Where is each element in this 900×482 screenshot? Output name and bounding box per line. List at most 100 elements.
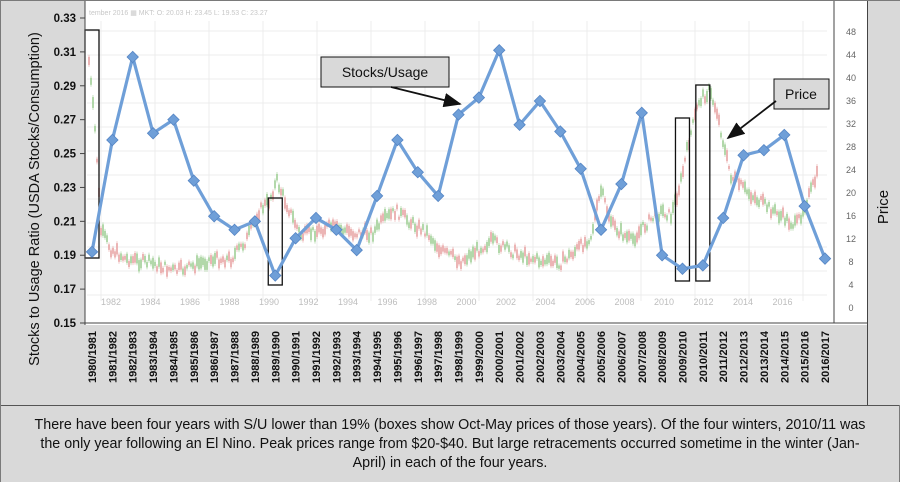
- x-tick-label: 2015/2016: [800, 331, 812, 383]
- price-tick-label: 4: [848, 280, 853, 290]
- price-candle: [558, 265, 560, 269]
- price-candle: [130, 256, 132, 264]
- price-x-tick-label: 2010: [654, 297, 674, 307]
- price-candle: [220, 258, 222, 264]
- price-candle: [152, 257, 154, 269]
- price-candle: [342, 228, 344, 235]
- price-candle: [160, 262, 162, 274]
- price-candle: [250, 220, 252, 229]
- price-candle: [796, 214, 798, 224]
- x-tick-label: 1980/1981: [87, 331, 99, 383]
- price-candle: [184, 266, 186, 276]
- price-candle: [798, 214, 800, 219]
- stocks-usage-point: [492, 43, 506, 57]
- price-candle: [104, 230, 106, 238]
- stocks-usage-point: [655, 248, 669, 262]
- price-candle: [266, 193, 268, 206]
- price-candle: [114, 251, 116, 258]
- price-candle: [560, 265, 562, 271]
- price-candle: [662, 204, 664, 217]
- price-candle: [584, 236, 586, 247]
- price-candle: [786, 213, 788, 222]
- y-tick-label: 0.15: [54, 318, 77, 330]
- price-candle: [410, 219, 412, 229]
- price-x-tick-label: 1982: [101, 297, 121, 307]
- stocks-usage-point: [85, 245, 99, 259]
- x-tick-label: 2007/2008: [637, 331, 649, 383]
- price-candle: [134, 252, 136, 263]
- price-candle: [320, 227, 322, 234]
- price-candle: [158, 257, 160, 267]
- price-candle: [458, 255, 460, 265]
- price-candle: [236, 245, 238, 250]
- price-candle: [334, 221, 336, 226]
- stocks-usage-point: [330, 223, 343, 237]
- price-axis-label: Price: [875, 189, 892, 225]
- price-candle: [186, 264, 188, 269]
- stocks-usage-point: [574, 162, 587, 176]
- price-candle: [758, 199, 760, 208]
- price-x-tick-label: 2012: [693, 297, 713, 307]
- price-candle: [132, 256, 134, 264]
- price-candle: [434, 240, 436, 251]
- price-candle: [764, 198, 766, 204]
- y-tick-label: 0.19: [54, 250, 76, 262]
- stocks-usage-point: [106, 133, 119, 147]
- price-candle: [100, 227, 102, 236]
- y-tick-label: 0.27: [54, 115, 76, 127]
- price-candle: [204, 258, 206, 270]
- price-candle: [582, 245, 584, 253]
- price-candle: [484, 245, 486, 251]
- price-candle: [612, 217, 614, 226]
- price-candle: [718, 114, 720, 125]
- price-candle: [738, 178, 740, 191]
- price-arrow: [726, 100, 777, 140]
- price-candle: [402, 209, 404, 216]
- price-candle: [550, 255, 552, 267]
- x-tick-label: 2013/2014: [759, 330, 771, 383]
- price-candle: [540, 260, 542, 266]
- stocks-usage-callout-label: Stocks/Usage: [342, 64, 429, 80]
- price-candle: [602, 188, 604, 196]
- price-candle: [216, 251, 218, 258]
- price-candle: [714, 102, 716, 113]
- price-candle: [260, 202, 262, 208]
- price-candle: [722, 140, 724, 147]
- price-candle: [680, 173, 682, 182]
- price-candle: [692, 119, 694, 123]
- price-candle: [292, 210, 294, 223]
- price-candle: [748, 189, 750, 200]
- price-candle: [712, 99, 714, 105]
- price-candle: [572, 251, 574, 260]
- stocks-usage-point: [228, 223, 241, 237]
- price-candle: [780, 211, 782, 221]
- price-candle: [644, 223, 646, 233]
- price-candle: [358, 229, 360, 233]
- price-candle: [116, 243, 118, 255]
- price-candle: [592, 224, 594, 234]
- price-candle: [280, 188, 282, 196]
- price-candle: [450, 250, 452, 255]
- x-tick-label: 2010/2011: [698, 331, 710, 382]
- price-x-tick-label: 2000: [456, 297, 476, 307]
- price-candle: [642, 222, 644, 226]
- price-candle: [156, 266, 158, 272]
- price-candle: [460, 261, 462, 269]
- price-candle: [790, 222, 792, 229]
- price-candle: [300, 234, 302, 240]
- price-candle: [706, 90, 708, 103]
- stocks-usage-point: [676, 262, 689, 276]
- price-candle: [426, 225, 428, 236]
- price-candle: [762, 193, 764, 205]
- price-candle: [746, 189, 748, 195]
- price-candle: [442, 245, 444, 252]
- price-candle: [590, 235, 592, 240]
- price-candle: [544, 259, 546, 265]
- price-candle: [512, 254, 514, 259]
- price-candle: [778, 211, 780, 224]
- x-tick-label: 1987/1988: [230, 331, 242, 383]
- x-tick-label: 2014/2015: [779, 331, 791, 383]
- x-tick-label: 1982/1983: [128, 331, 140, 383]
- price-candle: [92, 97, 94, 108]
